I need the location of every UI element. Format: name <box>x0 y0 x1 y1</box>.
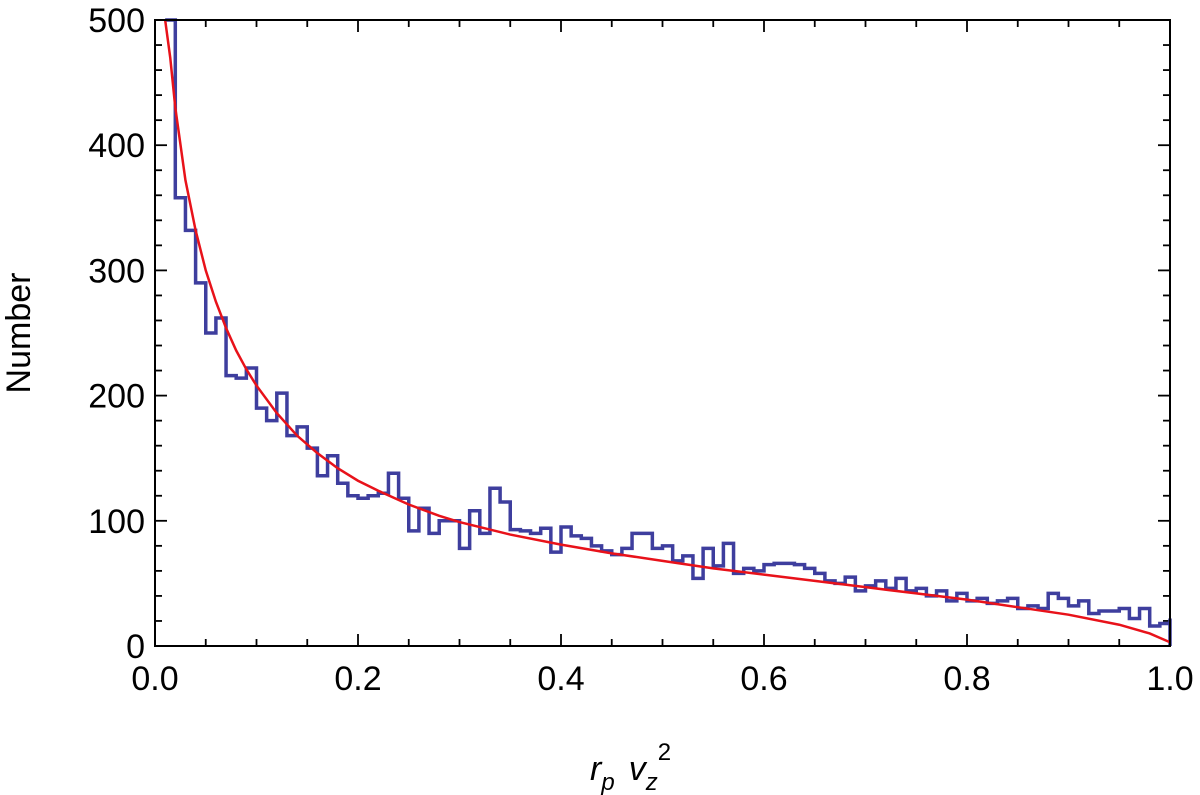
plot-frame <box>154 19 1171 647</box>
x-tick-label: 0.0 <box>131 660 178 698</box>
x-tick-label: 0.8 <box>943 660 990 698</box>
x-axis-title: rp vz2 <box>590 739 671 795</box>
tick-labels: 0.0 0.2 0.4 0.6 0.8 1.0 0 100 200 300 400 500 <box>88 2 1193 698</box>
histogram-series <box>165 18 1172 646</box>
fit-curve <box>163 19 1171 644</box>
ticks <box>154 19 1171 647</box>
y-tick-label: 400 <box>88 127 145 165</box>
y-tick-label: 0 <box>126 628 145 666</box>
x-axis-title-p: p <box>600 769 614 795</box>
y-tick-label: 500 <box>88 2 145 40</box>
x-axis-title-r: r <box>590 750 603 788</box>
x-tick-label: 0.2 <box>334 660 381 698</box>
y-tick-label: 100 <box>88 503 145 541</box>
x-tick-label: 0.6 <box>740 660 787 698</box>
y-tick-label: 300 <box>88 252 145 290</box>
x-axis-title-z: z <box>645 769 658 795</box>
y-tick-label: 200 <box>88 378 145 416</box>
x-axis-title-2: 2 <box>658 739 671 766</box>
x-tick-label: 0.4 <box>537 660 584 698</box>
y-axis-title: Number <box>0 273 38 394</box>
x-axis-title-v: v <box>629 750 648 788</box>
x-tick-label: 1.0 <box>1146 660 1193 698</box>
